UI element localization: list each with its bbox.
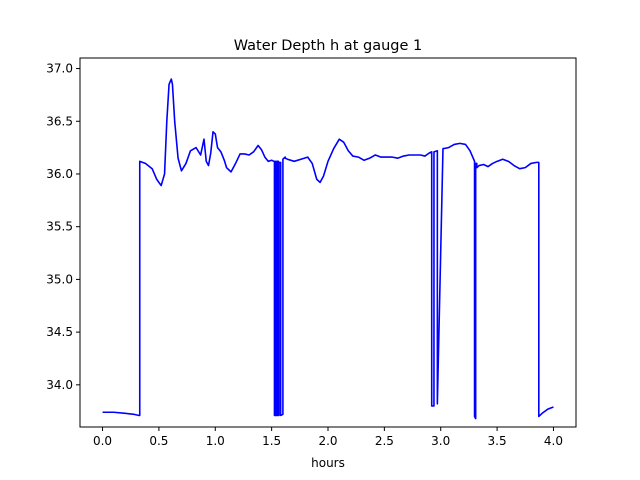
x-tick-label: 1.0 (206, 434, 225, 448)
y-tick-label: 37.0 (46, 62, 73, 76)
y-tick-label: 34.5 (46, 325, 73, 339)
x-tick-label: 2.5 (375, 434, 394, 448)
x-tick-label: 4.0 (544, 434, 563, 448)
y-tick-label: 35.5 (46, 220, 73, 234)
x-tick-label: 3.5 (488, 434, 507, 448)
x-tick-label: 0.0 (93, 434, 112, 448)
y-tick-label: 34.0 (46, 378, 73, 392)
series-line (102, 78, 554, 420)
chart-title: Water Depth h at gauge 1 (234, 38, 422, 54)
y-tick-label: 36.0 (46, 167, 73, 181)
x-tick-label: 3.0 (431, 434, 450, 448)
y-tick-label: 35.0 (46, 272, 73, 286)
x-tick-label: 2.0 (318, 434, 337, 448)
x-tick-label: 0.5 (149, 434, 168, 448)
x-axis-ticks: 0.0 0.5 1.0 1.5 2.0 2.5 3.0 3.5 4.0 (93, 427, 563, 448)
x-axis-label: hours (311, 456, 345, 470)
y-axis-ticks: 34.0 34.5 35.0 35.5 36.0 36.5 37.0 (46, 62, 80, 392)
x-tick-label: 1.5 (262, 434, 281, 448)
y-tick-label: 36.5 (46, 114, 73, 128)
